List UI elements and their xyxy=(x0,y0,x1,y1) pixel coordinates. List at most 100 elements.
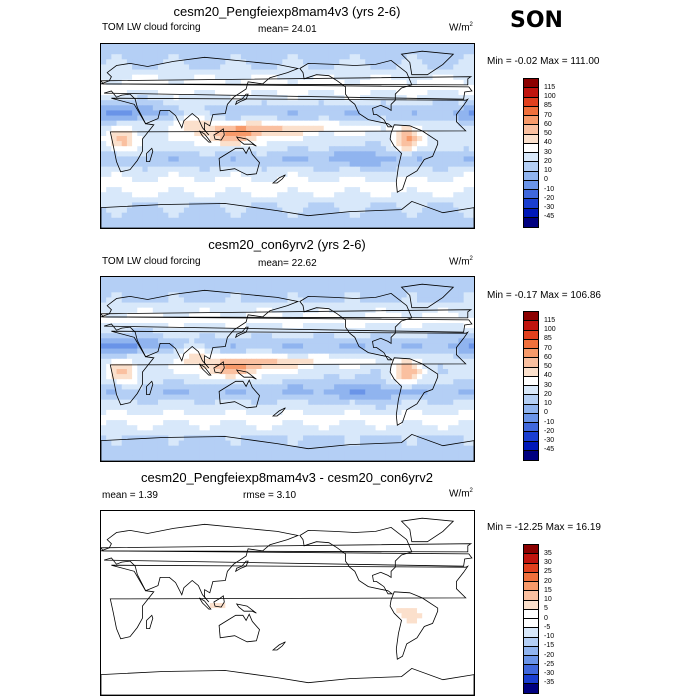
map-cell xyxy=(189,212,195,219)
map-cell xyxy=(303,287,309,293)
map-cell xyxy=(292,110,299,117)
map-cell xyxy=(163,54,169,60)
map-cell xyxy=(432,84,439,91)
map-cell xyxy=(163,44,169,50)
map-cell xyxy=(339,120,346,127)
map-cell xyxy=(256,440,263,447)
map-cell xyxy=(209,384,216,391)
map-cell xyxy=(152,84,159,91)
map-cell xyxy=(220,166,226,173)
map-cell xyxy=(411,338,418,345)
map-cell xyxy=(375,105,382,112)
map-cell xyxy=(126,74,133,81)
map-cell xyxy=(204,95,211,101)
map-cell xyxy=(313,79,320,86)
map-cell xyxy=(391,141,397,147)
map-cell xyxy=(266,353,273,360)
map-cell xyxy=(251,74,258,81)
map-cell xyxy=(297,100,304,106)
map-cell xyxy=(220,404,226,411)
map-cell xyxy=(271,394,278,401)
map-cell xyxy=(137,425,144,431)
map-cell xyxy=(411,348,418,355)
map-cell xyxy=(240,302,247,309)
map-cell xyxy=(432,171,439,178)
map-cell xyxy=(463,207,470,214)
map-cell xyxy=(391,125,397,132)
map-cell xyxy=(432,384,439,391)
map-cell xyxy=(339,323,346,329)
map-cell xyxy=(417,363,423,370)
map-cell xyxy=(453,328,460,334)
map-cell xyxy=(282,420,289,426)
map-cell xyxy=(417,171,423,178)
map-cell xyxy=(297,222,304,228)
map-cell xyxy=(287,323,294,329)
map-cell xyxy=(468,374,474,380)
map-cell xyxy=(246,115,252,122)
map-cell xyxy=(287,307,294,314)
map-cell xyxy=(101,394,107,401)
map-cell xyxy=(271,307,278,314)
map-cell xyxy=(313,292,320,299)
map-cell xyxy=(375,399,382,406)
map-cell xyxy=(251,166,258,173)
map-cell xyxy=(287,302,294,309)
map-cell xyxy=(401,115,408,122)
map-cell xyxy=(463,217,470,224)
map-cell xyxy=(328,404,335,411)
map-cell xyxy=(126,409,133,416)
map-cell xyxy=(401,202,408,209)
map-cell xyxy=(126,282,133,288)
map-cell xyxy=(385,105,392,112)
map-cell xyxy=(370,90,377,96)
map-cell xyxy=(391,394,397,401)
map-cell xyxy=(401,343,408,350)
map-cell xyxy=(360,161,366,168)
map-cell xyxy=(360,394,366,401)
map-cell xyxy=(147,404,154,411)
map-cell xyxy=(152,212,159,219)
map-cell xyxy=(334,333,340,339)
map-cell xyxy=(204,435,211,442)
map-cell xyxy=(365,207,371,214)
map-cell xyxy=(137,222,144,228)
map-cell xyxy=(432,333,439,339)
map-cell xyxy=(323,217,330,224)
map-cell xyxy=(121,74,128,81)
map-cell xyxy=(453,338,460,345)
map-cell xyxy=(277,389,283,396)
map-cell xyxy=(385,389,392,396)
map-cell xyxy=(261,302,268,309)
map-cell xyxy=(365,369,371,375)
map-cell xyxy=(328,125,335,132)
map-cell xyxy=(220,54,226,60)
map-cell xyxy=(328,49,335,55)
map-cell xyxy=(422,287,428,293)
map-cell xyxy=(183,312,190,319)
map-cell xyxy=(199,54,206,60)
map-cell xyxy=(437,110,444,117)
map-cell xyxy=(142,197,149,204)
map-cell xyxy=(463,95,470,101)
map-cell xyxy=(308,287,314,293)
map-cell xyxy=(468,282,474,288)
map-cell xyxy=(448,120,454,127)
map-cell xyxy=(437,333,444,339)
map-cell xyxy=(442,120,449,127)
map-cell xyxy=(417,394,423,401)
map-cell xyxy=(199,389,206,396)
map-cell xyxy=(282,202,289,209)
map-cell xyxy=(453,95,460,101)
map-cell xyxy=(308,222,314,228)
map-cell xyxy=(183,217,190,224)
map-cell xyxy=(251,136,258,142)
map-cell xyxy=(380,217,387,224)
map-cell xyxy=(189,120,195,127)
map-cell xyxy=(385,425,392,431)
map-cell xyxy=(349,217,356,224)
map-cell xyxy=(318,212,325,219)
map-cell xyxy=(256,287,263,293)
map-cell xyxy=(282,105,289,112)
map-cell xyxy=(328,156,335,163)
